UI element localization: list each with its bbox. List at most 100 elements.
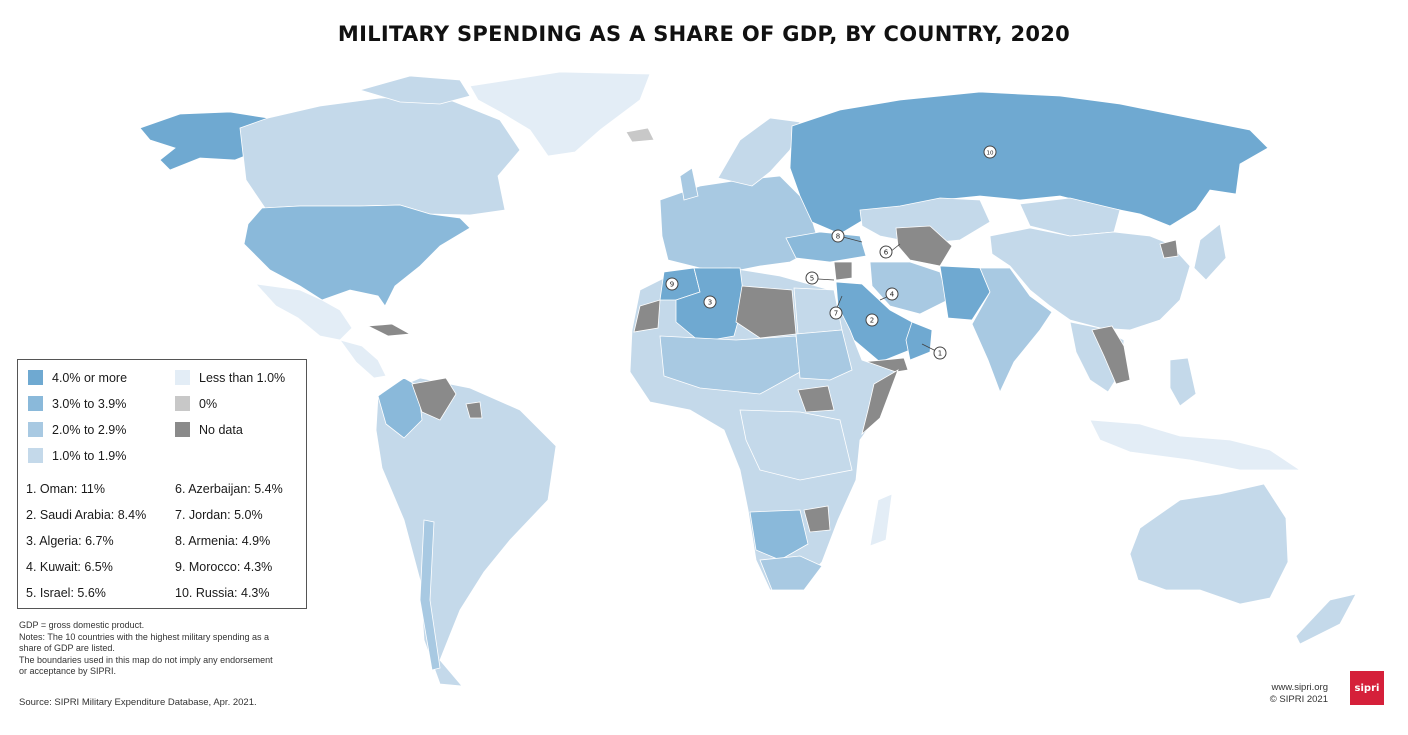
website-link[interactable]: www.sipri.org (1271, 682, 1329, 693)
marker-2: 2 (865, 313, 879, 327)
usa (243, 204, 471, 307)
legend-swatch (28, 422, 43, 437)
note-gdp: GDP = gross domestic product. (19, 620, 145, 630)
cuba (366, 323, 412, 337)
canada-islands (358, 75, 471, 105)
legend-key-3-to-3-9: 3.0% to 3.9% (28, 396, 126, 411)
legend-key-2-to-2-9: 2.0% to 2.9% (28, 422, 126, 437)
marker-9: 9 (665, 277, 679, 291)
note-line: share of GDP are listed. (19, 643, 115, 653)
legend-key-1-to-1-9: 1.0% to 1.9% (28, 448, 126, 463)
philippines (1169, 357, 1197, 407)
rank-item-6: 6. Azerbaijan: 5.4% (175, 482, 283, 496)
madagascar (869, 493, 893, 547)
colombia (377, 377, 423, 439)
legend-key-4-plus: 4.0% or more (28, 370, 127, 385)
note-line: Notes: The 10 countries with the highest… (19, 631, 269, 642)
turkey (785, 231, 867, 263)
svg-text:4: 4 (890, 291, 895, 299)
rank-item-8: 8. Armenia: 4.9% (175, 534, 271, 548)
south-africa (759, 555, 823, 591)
rank-markers: 1 2 3 4 5 6 7 8 9 10 (665, 145, 997, 360)
japan (1193, 223, 1227, 281)
legend-swatch (175, 396, 190, 411)
svg-text:10: 10 (987, 151, 994, 157)
canada (239, 95, 521, 216)
china (989, 227, 1191, 331)
iceland (625, 127, 655, 143)
svg-text:5: 5 (810, 275, 814, 283)
legend-swatch (28, 370, 43, 385)
legend-key-zero: 0% (175, 396, 217, 411)
russia (789, 91, 1269, 235)
svg-text:8: 8 (836, 233, 840, 241)
guyana (465, 401, 483, 419)
marker-6: 6 (879, 245, 893, 259)
alaska (139, 111, 269, 171)
mexico (254, 283, 353, 341)
iran (869, 261, 949, 315)
legend-key-no-data: No data (175, 422, 243, 437)
india (971, 267, 1053, 394)
svg-text:7: 7 (834, 310, 838, 318)
map-title: MILITARY SPENDING AS A SHARE OF GDP, BY … (337, 22, 1071, 46)
legend-key-less-than-1: Less than 1.0% (175, 370, 285, 385)
syria (833, 261, 853, 281)
greenland (469, 71, 651, 157)
rank-item-3: 3. Algeria: 6.7% (26, 534, 114, 548)
central-africa (739, 409, 853, 481)
credits: www.sipri.org © SIPRI 2021 (1270, 682, 1328, 706)
rank-item-5: 5. Israel: 5.6% (26, 586, 106, 600)
central-america (339, 339, 387, 379)
marker-10: 10 (983, 145, 997, 159)
south-america (375, 377, 557, 687)
rank-item-4: 4. Kuwait: 6.5% (26, 560, 113, 574)
marker-7: 7 (829, 306, 843, 320)
rank-item-1: 1. Oman: 11% (26, 482, 105, 496)
north-korea (1159, 239, 1179, 259)
note-line: or acceptance by SIPRI. (19, 666, 117, 676)
marker-8: 8 (831, 229, 845, 243)
namibia-botswana (749, 509, 809, 561)
libya (735, 285, 797, 339)
australia (1129, 483, 1289, 605)
rank-item-2: 2. Saudi Arabia: 8.4% (26, 508, 147, 522)
rank-item-7: 7. Jordan: 5.0% (175, 508, 263, 522)
scandinavia (717, 117, 801, 187)
svg-text:6: 6 (884, 249, 889, 257)
legend-swatch (175, 370, 190, 385)
indonesia (1089, 419, 1302, 471)
rank-item-9: 9. Morocco: 4.3% (175, 560, 273, 574)
sudan (795, 329, 853, 381)
sahel (659, 335, 801, 395)
legend-swatch (28, 448, 43, 463)
copyright: © SIPRI 2021 (1269, 694, 1328, 705)
svg-text:1: 1 (938, 350, 942, 358)
chile (419, 519, 441, 671)
source-note: Source: SIPRI Military Expenditure Datab… (19, 697, 257, 708)
new-zealand (1295, 593, 1357, 645)
svg-text:9: 9 (670, 281, 674, 289)
oman (905, 321, 933, 361)
south-sudan (797, 385, 835, 413)
somalia (861, 369, 899, 436)
sipri-logo: sipri (1350, 671, 1384, 705)
western-sahara (633, 299, 661, 333)
rank-item-10: 10. Russia: 4.3% (175, 586, 270, 600)
marker-4: 4 (885, 287, 899, 301)
legend: 4.0% or more 3.0% to 3.9% 2.0% to 2.9% 1… (17, 359, 307, 609)
note-line: The boundaries used in this map do not i… (19, 654, 273, 665)
zimbabwe (803, 505, 831, 533)
footnotes: GDP = gross domestic product. Notes: The… (19, 620, 359, 678)
svg-text:3: 3 (708, 299, 712, 307)
kazakhstan (859, 197, 991, 245)
legend-swatch (28, 396, 43, 411)
marker-5: 5 (805, 271, 819, 285)
marker-1: 1 (933, 346, 947, 360)
uk (679, 167, 699, 201)
laos (1091, 325, 1131, 385)
venezuela (411, 377, 457, 421)
legend-swatch (175, 422, 190, 437)
svg-text:2: 2 (870, 317, 874, 325)
